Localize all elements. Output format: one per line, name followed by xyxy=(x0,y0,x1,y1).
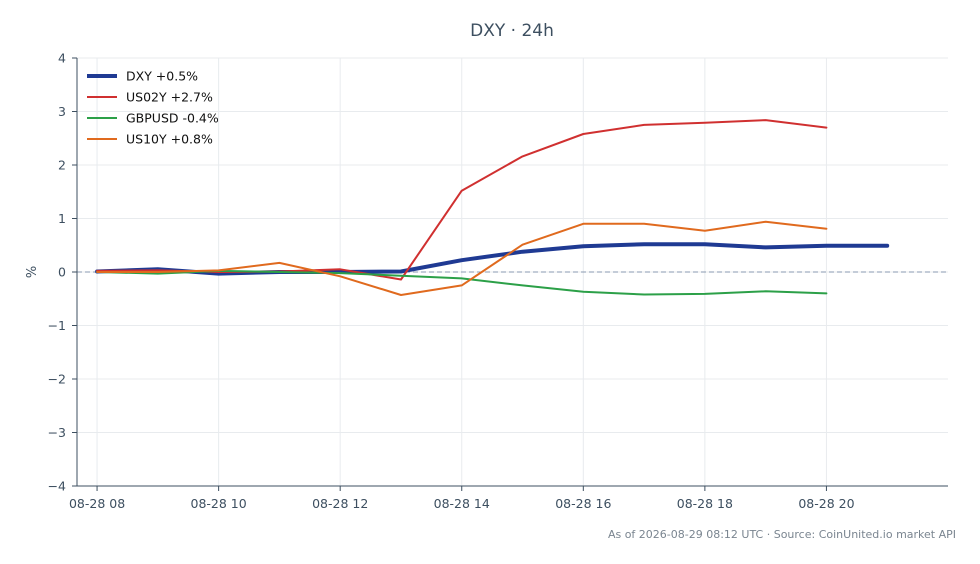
y-tick-label: −2 xyxy=(48,372,66,387)
y-tick-label: 0 xyxy=(58,265,66,280)
x-tick-label: 08-28 14 xyxy=(434,496,490,511)
x-tick-label: 08-28 10 xyxy=(191,496,247,511)
y-tick-label: 4 xyxy=(58,51,66,66)
y-axis-ticks: −4 −3 −2 −1 0 1 2 3 4 xyxy=(48,51,77,494)
legend-label: US02Y +2.7% xyxy=(126,90,213,105)
footer-source: As of 2026-08-29 08:12 UTC · Source: Coi… xyxy=(608,528,956,541)
y-tick-label: −4 xyxy=(48,479,66,494)
y-tick-label: 1 xyxy=(58,211,66,226)
y-tick-label: 3 xyxy=(58,104,66,119)
y-tick-label: −3 xyxy=(48,425,66,440)
x-tick-label: 08-28 18 xyxy=(677,496,733,511)
y-axis-label: % xyxy=(25,266,40,278)
legend: DXY +0.5% US02Y +2.7% GBPUSD -0.4% US10Y +0… xyxy=(87,69,219,147)
legend-label: GBPUSD -0.4% xyxy=(126,111,219,126)
x-tick-label: 08-28 12 xyxy=(312,496,368,511)
x-tick-label: 08-28 08 xyxy=(69,496,125,511)
series-line-dxy xyxy=(95,242,890,276)
legend-label: DXY +0.5% xyxy=(126,69,198,84)
series-line-us02y xyxy=(96,119,828,281)
x-tick-label: 08-28 20 xyxy=(798,496,854,511)
series-line-us10y xyxy=(96,220,828,296)
x-axis-ticks: 08-28 08 08-28 10 08-28 12 08-28 14 08-28 16… xyxy=(69,486,855,511)
y-tick-label: 2 xyxy=(58,158,66,173)
legend-label: US10Y +0.8% xyxy=(126,132,213,147)
x-tick-label: 08-28 16 xyxy=(555,496,611,511)
chart-title: DXY · 24h xyxy=(470,21,554,41)
series-group xyxy=(95,119,890,296)
y-tick-label: −1 xyxy=(48,318,66,333)
